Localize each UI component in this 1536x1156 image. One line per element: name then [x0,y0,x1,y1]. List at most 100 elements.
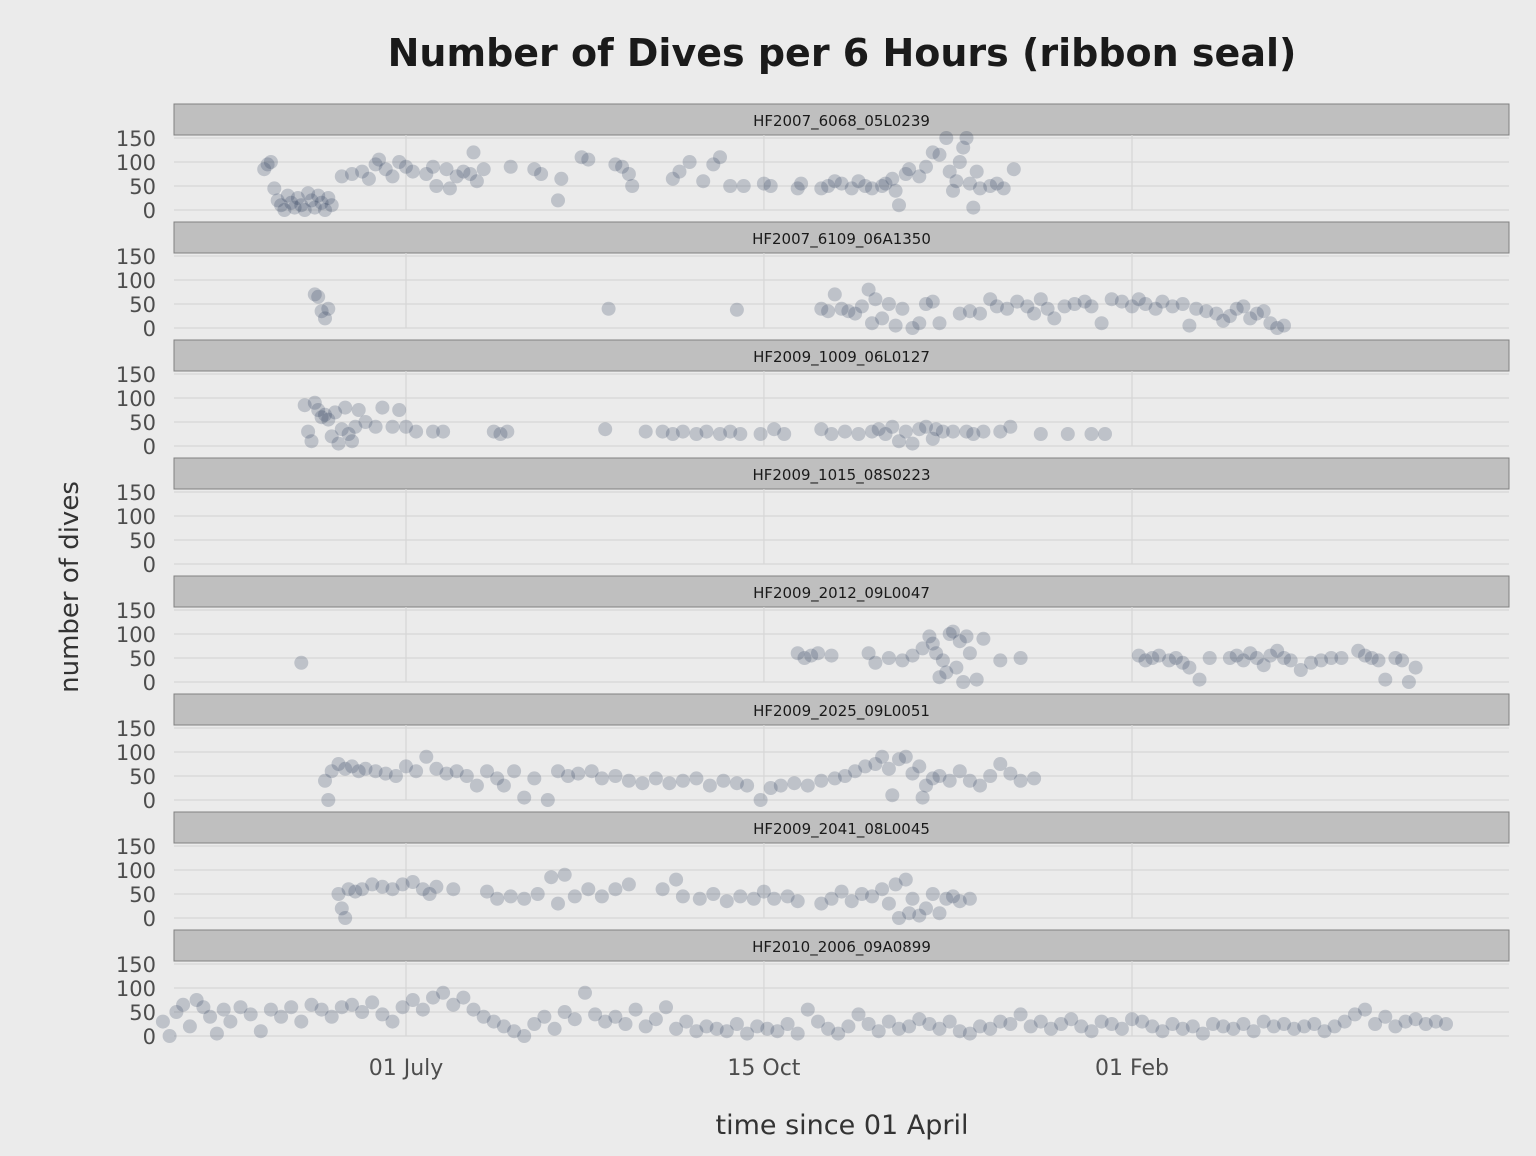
data-point [486,1014,501,1029]
data-point [189,993,204,1007]
data-point [378,766,393,781]
data-point [253,1024,268,1039]
data-point [935,424,950,439]
data-point [601,301,616,316]
data-point [1044,1021,1058,1036]
data-point [1155,1024,1170,1039]
data-point [263,155,278,169]
data-point [176,997,191,1012]
data-points [297,395,1112,451]
data-point [962,176,977,191]
data-point [976,631,991,646]
data-point [932,147,947,162]
data-point [1401,675,1416,689]
data-point [669,1021,684,1036]
data-point [790,646,805,661]
data-point [426,990,440,1005]
data-point [851,174,866,189]
data-point [905,766,920,781]
data-point [466,1002,481,1017]
data-point [824,891,839,906]
data-points [155,985,1453,1043]
data-point [307,200,322,215]
data-point [814,896,829,911]
data-points [318,749,1042,807]
data-point [439,162,454,177]
data-point [925,431,940,446]
data-point [1293,663,1308,677]
y-tick-label: 150 [116,363,156,387]
data-point [358,415,373,429]
data-points [331,867,977,925]
data-point [1236,299,1251,314]
data-point [287,200,302,215]
data-point [932,906,947,921]
data-point [952,764,967,779]
data-point [1104,1017,1119,1031]
data-point [1277,318,1291,333]
data-point [429,179,444,193]
data-point [328,405,343,420]
data-point [682,155,697,169]
data-point [598,1014,613,1029]
data-point [959,629,974,644]
data-point [1033,427,1048,441]
data-point [1104,292,1119,307]
facet-strip-label: HF2007_6068_05L0239 [753,112,930,131]
data-point [733,427,748,441]
data-point [1364,651,1379,665]
data-point [865,424,879,439]
data-point [182,1019,197,1034]
data-point [925,636,940,651]
data-point [1094,1014,1109,1029]
data-point [395,877,410,892]
data-point [1222,309,1237,323]
data-point [1047,311,1062,326]
data-point [929,646,944,661]
data-point [878,427,893,441]
data-point [804,648,819,663]
data-point [1199,304,1214,319]
data-point [527,1017,542,1031]
data-point [875,311,890,326]
data-point [750,1019,765,1034]
facet-strip-label: HF2009_1009_06L0127 [753,348,930,367]
data-point [419,749,434,764]
data-point [1027,771,1042,786]
data-point [1263,316,1278,331]
y-axis-label: number of dives [55,481,85,693]
data-point [578,985,592,1000]
data-point [260,157,275,172]
data-point [1084,427,1099,441]
facet-strip-label: HF2009_2012_09L0047 [753,584,930,603]
data-point [334,901,349,916]
chart-title: Number of Dives per 6 Hours (ribbon seal… [388,31,1297,75]
data-point [615,159,630,174]
y-tick-label: 150 [116,127,156,151]
data-point [405,875,420,889]
data-point [405,993,420,1007]
data-point [1317,1024,1332,1039]
data-point [1229,648,1244,663]
data-point [1202,651,1217,665]
data-point [719,1024,734,1039]
data-point [973,306,987,321]
data-point [547,1021,562,1036]
data-point [861,1017,876,1031]
data-point [551,193,565,208]
data-point [699,424,714,439]
data-point [233,1000,248,1015]
data-point [932,769,947,783]
data-point [1334,651,1349,665]
data-point [689,427,704,441]
data-point [1067,297,1082,311]
data-point [952,155,967,169]
data-point [594,771,609,786]
data-point [898,749,913,764]
data-point [821,179,836,193]
data-point [962,891,977,906]
data-point [699,1019,714,1034]
data-point [1243,646,1258,661]
data-point [561,769,576,783]
data-point [858,179,873,193]
